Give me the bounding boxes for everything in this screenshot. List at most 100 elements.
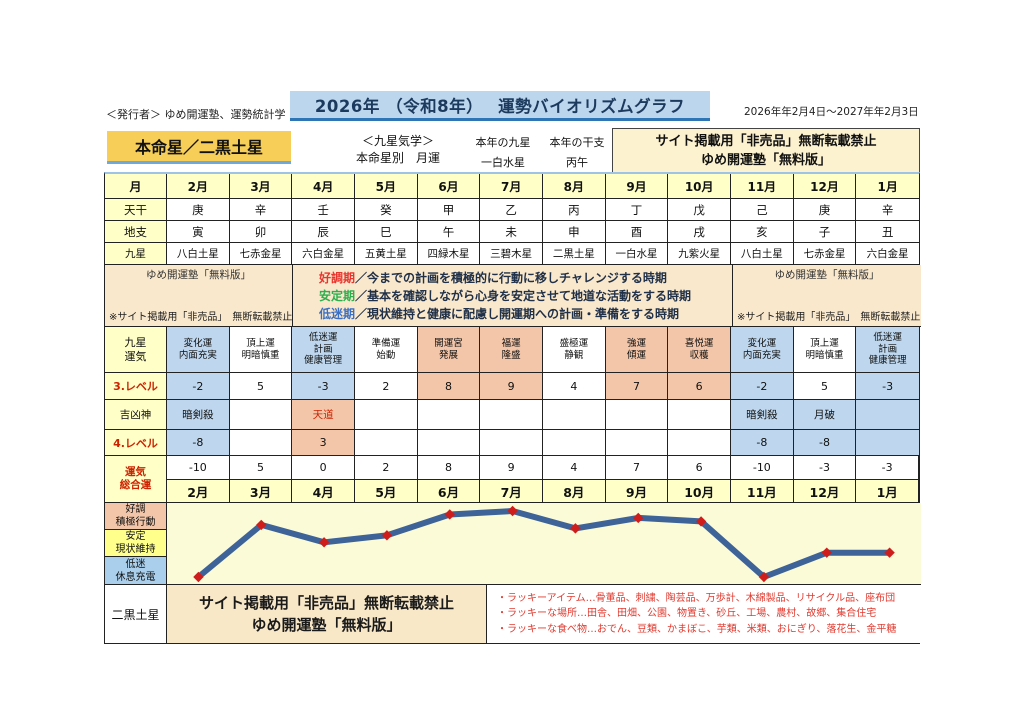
cell-chishi-4: 午 bbox=[417, 221, 481, 243]
footer-notice-line1: サイト掲載用「非売品」無断転載禁止 bbox=[198, 593, 454, 612]
chart-marker-2月 bbox=[193, 571, 204, 583]
row-month: 月 2月 3月 4月 5月 6月 7月 8月 9月 10月 11月 12月 1月 bbox=[105, 174, 919, 199]
cell-sogo-month-0: 2月 bbox=[167, 480, 230, 503]
graph-band-0: 好調 積極行動 bbox=[105, 503, 166, 530]
cell-sogo-value-7: 7 bbox=[605, 456, 669, 480]
cell-sogo-value-11: -3 bbox=[856, 456, 919, 480]
footer-notice: サイト掲載用「非売品」無断転載禁止 ゆめ開運塾「無料版」 bbox=[167, 585, 487, 643]
cell-level4-7 bbox=[605, 430, 669, 456]
cell-level3-1: 5 bbox=[229, 373, 293, 400]
chart-marker-9月 bbox=[633, 512, 644, 524]
cell-kichikyojin-2: 天道 bbox=[292, 400, 355, 430]
cell-month-7: 9月 bbox=[605, 174, 669, 199]
cell-unki-11: 低迷運 計画 健康管理 bbox=[856, 327, 919, 373]
legend-desc-1: ／基本を確認しながら心身を安定させて地道な活動をする時期 bbox=[355, 288, 692, 303]
cell-sogo-value-1: 5 bbox=[229, 456, 293, 480]
cell-chishi-0: 寅 bbox=[167, 221, 230, 243]
chart-marker-5月 bbox=[381, 530, 393, 541]
cell-level3-3: 2 bbox=[355, 373, 418, 400]
cell-chishi-10: 子 bbox=[793, 221, 857, 243]
cell-chishi-7: 酉 bbox=[605, 221, 669, 243]
publisher-text: ＜発行者＞ ゆめ開運塾、運勢統計学 bbox=[106, 108, 286, 121]
lucky-line-1: ・ラッキーな場所…田舎、田畑、公園、物置き、砂丘、工場、農村、故郷、集合住宅 bbox=[497, 608, 877, 620]
cell-unki-4: 開運宮 発展 bbox=[417, 327, 481, 373]
page-title-bar: 2026年 （令和8年） 運勢バイオリズムグラフ bbox=[290, 91, 710, 121]
cell-unki-7: 強運 傾運 bbox=[605, 327, 669, 373]
legend-term-2: 低迷期 bbox=[319, 306, 356, 321]
row-label-level4: 4.レベル bbox=[105, 430, 167, 456]
cell-level3-5: 9 bbox=[480, 373, 543, 400]
watermark-cell-left: ゆめ開運塾「無料版」 ※サイト掲載用「非売品」 無断転載禁止 bbox=[105, 265, 293, 327]
cell-chishi-11: 丑 bbox=[856, 221, 919, 243]
row-label-kichikyojin: 吉凶神 bbox=[105, 400, 167, 430]
row-level4: 4.レベル -8 3 -8 -8 bbox=[105, 430, 919, 456]
cell-unki-10: 頂上運 明暗慎重 bbox=[793, 327, 857, 373]
legend-line-1: 安定期／基本を確認しながら心身を安定させて地道な活動をする時期 bbox=[319, 287, 732, 305]
cell-sogo-month-4: 6月 bbox=[417, 480, 481, 503]
cell-month-8: 10月 bbox=[668, 174, 731, 199]
cell-chishi-2: 辰 bbox=[292, 221, 355, 243]
cell-month-5: 7月 bbox=[480, 174, 543, 199]
cell-month-11: 1月 bbox=[856, 174, 919, 199]
cell-level4-8 bbox=[668, 430, 731, 456]
cell-level3-10: 5 bbox=[793, 373, 857, 400]
cell-tenkan-1: 辛 bbox=[229, 199, 293, 221]
cell-kichikyojin-7 bbox=[605, 400, 669, 430]
row-sogo: 運気 総合運 -10 5 0 2 8 9 4 7 6 -10 -3 -3 2月 3月 4月 5月 6月 7月 8月 9月… bbox=[105, 456, 919, 503]
cell-level3-6: 4 bbox=[543, 373, 606, 400]
cell-sogo-value-2: 0 bbox=[292, 456, 355, 480]
cell-kyusei-3: 五黄土星 bbox=[355, 243, 418, 265]
cell-tenkan-4: 甲 bbox=[417, 199, 481, 221]
cell-kyusei-2: 六白金星 bbox=[292, 243, 355, 265]
cell-chishi-8: 戌 bbox=[668, 221, 731, 243]
cell-kichikyojin-4 bbox=[417, 400, 481, 430]
cell-kyusei-7: 一白水星 bbox=[605, 243, 669, 265]
legend-line-2: 低迷期／現状維持と健康に配慮し開運期への計画・準備をする時期 bbox=[319, 305, 732, 323]
cell-sogo-month-10: 12月 bbox=[793, 480, 857, 503]
watermark-bottom-right: ※サイト掲載用「非売品」 無断転載禁止 bbox=[737, 312, 921, 323]
row-label-unki: 九星 運気 bbox=[105, 327, 167, 373]
cell-sogo-month-11: 1月 bbox=[856, 480, 919, 503]
cell-sogo-month-8: 10月 bbox=[668, 480, 731, 503]
honmeisei-badge: 本命星／二黒土星 bbox=[107, 131, 291, 164]
honmeisei-label: 本命星／二黒土星 bbox=[134, 138, 263, 157]
cell-sogo-month-5: 7月 bbox=[480, 480, 543, 503]
cell-level3-4: 8 bbox=[417, 373, 481, 400]
cell-level4-0: -8 bbox=[167, 430, 230, 456]
row-label-sogo: 運気 総合運 bbox=[105, 456, 167, 503]
cell-chishi-3: 巳 bbox=[355, 221, 418, 243]
cell-chishi-1: 卯 bbox=[229, 221, 293, 243]
cell-kichikyojin-10: 月破 bbox=[793, 400, 857, 430]
cell-tenkan-5: 乙 bbox=[480, 199, 543, 221]
cell-level3-8: 6 bbox=[668, 373, 731, 400]
row-label-chishi: 地支 bbox=[105, 221, 167, 243]
kigaku-line2: 本命星別 月運 bbox=[355, 151, 440, 166]
legend-desc-0: ／今までの計画を積極的に行動に移しチャレンジする時期 bbox=[355, 270, 667, 285]
year-star-value: 一白水星 bbox=[481, 155, 525, 169]
cell-tenkan-10: 庚 bbox=[793, 199, 857, 221]
cell-tenkan-2: 壬 bbox=[292, 199, 355, 221]
row-label-level3: 3.レベル bbox=[105, 373, 167, 400]
cell-kyusei-11: 六白金星 bbox=[856, 243, 919, 265]
kigaku-subtitle: ＜九星気学＞ 本命星別 月運 bbox=[328, 133, 468, 168]
cell-month-6: 8月 bbox=[543, 174, 606, 199]
year-star-label: 本年の九星 bbox=[475, 136, 531, 149]
graph-band-2: 低迷 休息充電 bbox=[105, 557, 166, 584]
lucky-line-0: ・ラッキーアイテム…骨董品、刺繍、陶芸品、万歩計、木綿製品、リサイクル品、座布団 bbox=[497, 592, 896, 604]
cell-sogo-value-6: 4 bbox=[543, 456, 606, 480]
cell-tenkan-9: 己 bbox=[731, 199, 794, 221]
cell-kichikyojin-3 bbox=[355, 400, 418, 430]
cell-sogo-month-1: 3月 bbox=[229, 480, 293, 503]
cell-unki-0: 変化運 内面充実 bbox=[167, 327, 230, 373]
cell-kichikyojin-0: 暗剣殺 bbox=[167, 400, 230, 430]
biorhythm-line-chart bbox=[193, 505, 895, 583]
year-star-block: 本年の九星 一白水星 bbox=[464, 133, 542, 173]
cell-sogo-value-5: 9 bbox=[480, 456, 543, 480]
cell-kyusei-9: 八白土星 bbox=[731, 243, 794, 265]
cell-kyusei-6: 二黒土星 bbox=[543, 243, 606, 265]
chart-marker-12月 bbox=[821, 547, 832, 558]
graph-band-labels: 好調 積極行動 安定 現状維持 低迷 休息充電 bbox=[105, 503, 167, 585]
cell-unki-6: 盛極運 静観 bbox=[543, 327, 606, 373]
bottom-band: 二黒土星 サイト掲載用「非売品」無断転載禁止 ゆめ開運塾「無料版」 ・ラッキーア… bbox=[105, 585, 921, 643]
cell-sogo-value-10: -3 bbox=[793, 456, 857, 480]
